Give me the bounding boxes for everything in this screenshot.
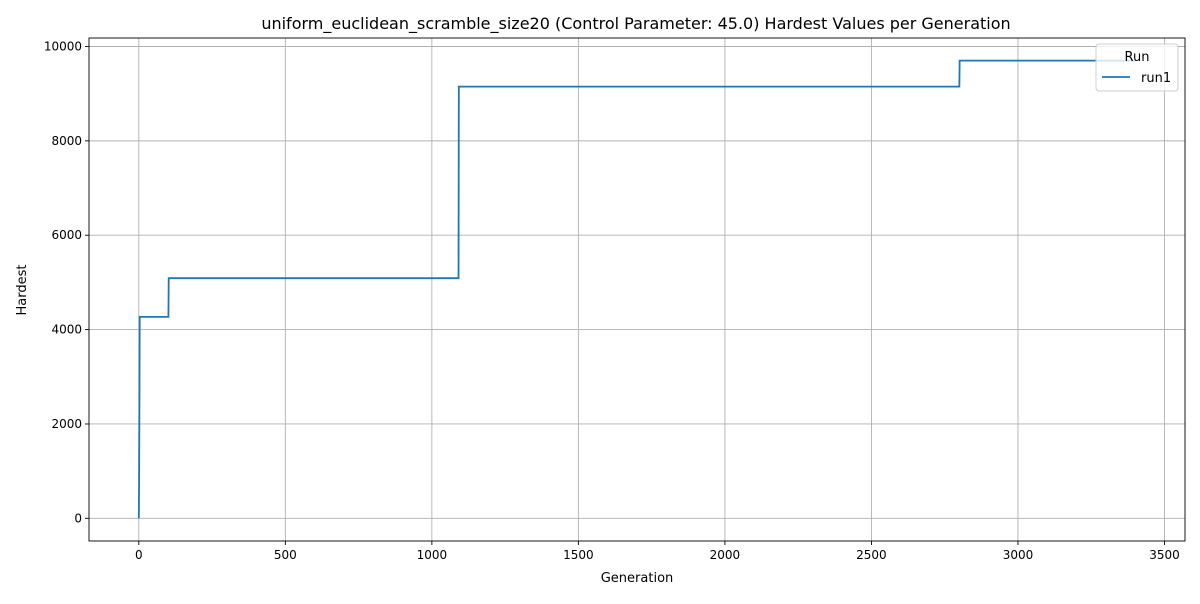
x-tick-label: 2000 (710, 548, 741, 562)
y-tick-label: 10000 (44, 39, 82, 53)
x-tick-label: 2500 (856, 548, 887, 562)
y-axis-label: Hardest (15, 265, 30, 316)
plot-frame (88, 37, 1186, 542)
legend-label-run1: run1 (1141, 71, 1171, 86)
axis-ticks: 0 500 1000 1500 2000 2500 3000 3500 0 2000 4000 600… (44, 39, 1180, 562)
x-tick-label: 3500 (1149, 548, 1180, 562)
chart-title: uniform_euclidean_scramble_size20 (Contr… (261, 14, 1010, 34)
legend-box (1095, 43, 1179, 92)
x-tick-label: 1500 (563, 548, 594, 562)
x-tick-label: 3000 (1003, 548, 1034, 562)
legend-title: Run (1125, 50, 1150, 65)
series-line-run1 (137, 59, 1136, 519)
x-tick-label: 1000 (417, 548, 448, 562)
legend: Run run1 (1095, 43, 1179, 92)
y-tick-label: 8000 (51, 134, 82, 148)
x-tick-label: 0 (135, 548, 143, 562)
x-tick-label: 500 (274, 548, 297, 562)
grid (89, 38, 1185, 541)
y-tick-label: 4000 (51, 323, 82, 337)
series-layer (137, 59, 1136, 519)
y-tick-label: 0 (74, 511, 82, 525)
y-tick-label: 2000 (51, 417, 82, 431)
x-axis-label: Generation (601, 571, 674, 586)
y-tick-label: 6000 (51, 228, 82, 242)
